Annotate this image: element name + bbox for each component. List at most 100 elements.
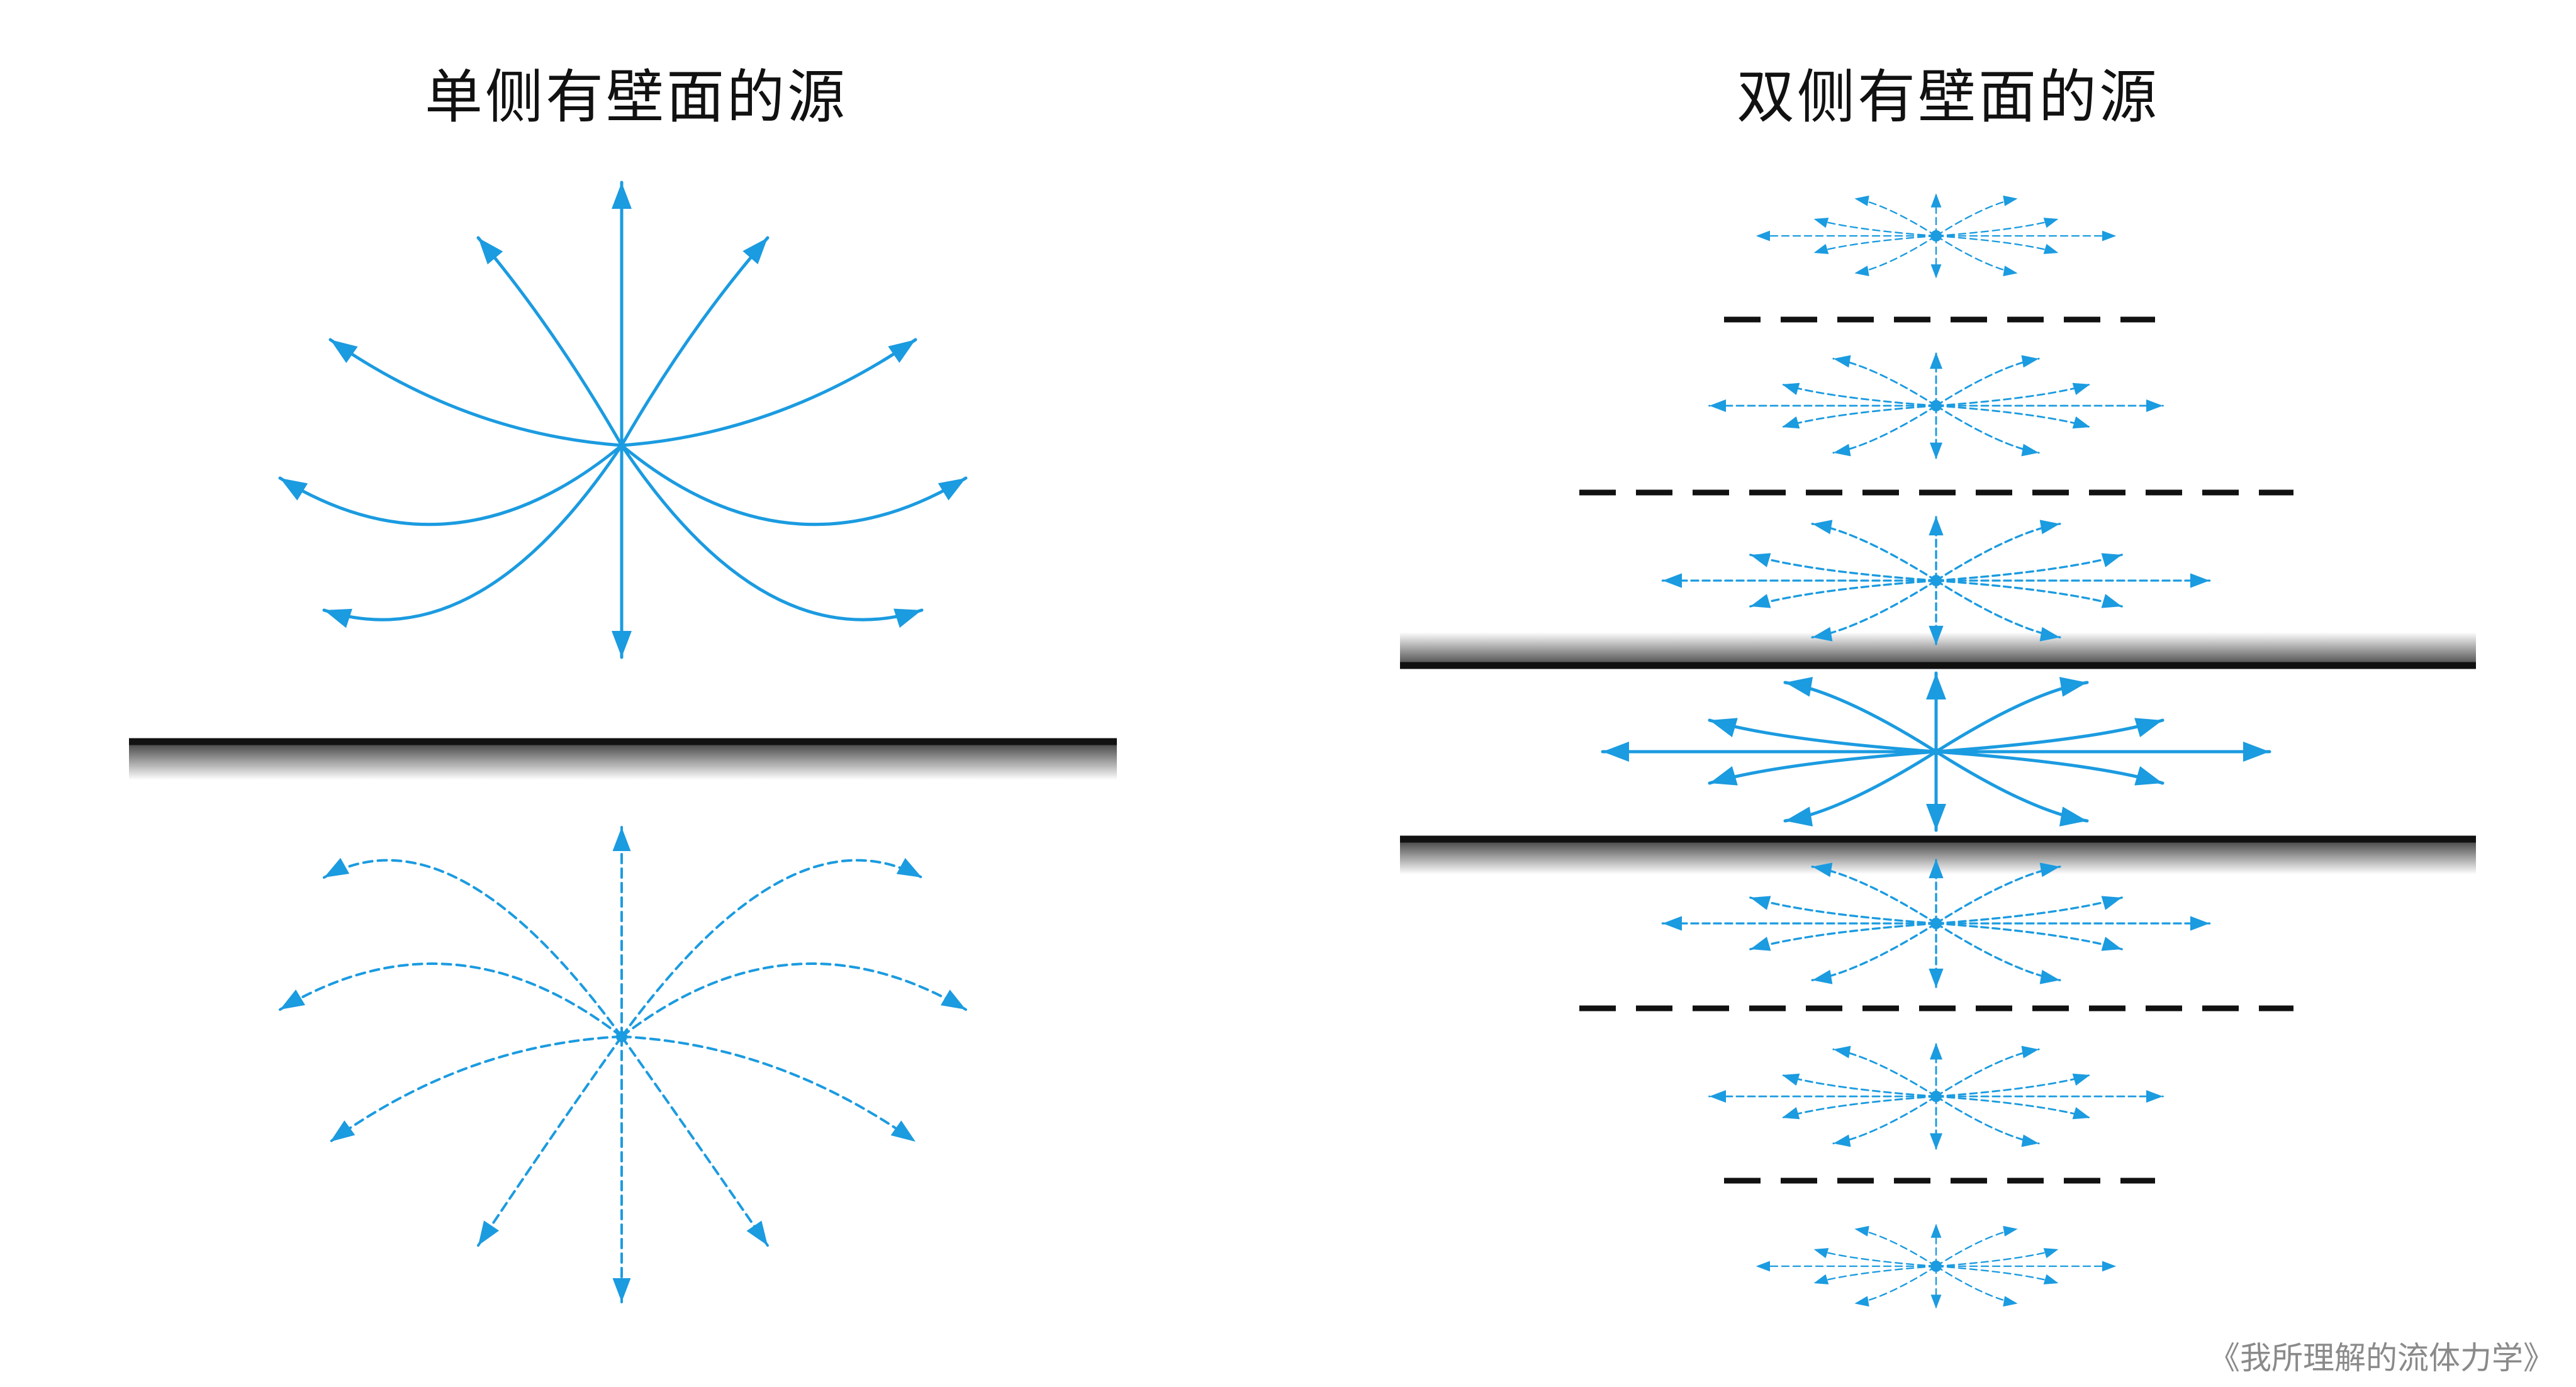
arrowhead [1929,625,1944,645]
streamline [1811,922,1937,981]
arrowhead [1929,1043,1943,1060]
image-source-up-2 [1708,351,2164,460]
streamline [328,338,624,447]
arrowhead [2043,1274,2059,1284]
arrowhead [1750,553,1771,567]
arrowhead [1813,1248,1829,1259]
arrowhead [1854,1225,1869,1237]
arrowhead [1813,218,1829,228]
arrowhead [280,989,306,1010]
image-source-down-2 [1708,1042,2164,1151]
source-point [1930,1091,1942,1102]
streamline [279,962,623,1038]
streamline [1749,896,1937,925]
flow-lines-layer [278,181,2271,1310]
streamline [322,443,624,621]
arrowhead [2059,806,2087,827]
arrowhead [1603,742,1629,762]
streamline [1749,922,1937,950]
arrowhead [1785,677,1813,697]
streamline [477,1035,623,1247]
arrowhead [1833,355,1851,368]
streamline [620,338,917,447]
arrowhead [612,1278,631,1302]
streamline [1749,554,1937,582]
image-source-down-1 [1661,857,2211,989]
arrowhead [2059,677,2087,697]
arrowhead [2146,1089,2163,1103]
arrowhead [742,238,768,265]
streamline [1935,579,2123,608]
streamline [1781,383,1937,407]
streamline [1935,922,2123,950]
arrowhead [2243,742,2270,762]
arrowhead [2039,862,2060,877]
arrowhead [1750,937,1771,951]
streamline [620,1035,917,1143]
arrowhead [1782,416,1800,429]
streamline [329,1035,623,1143]
arrowhead [2102,1261,2117,1272]
arrowhead [2021,1134,2039,1147]
streamline [1935,922,2061,981]
arrowhead [1750,594,1771,608]
arrowhead [612,182,632,209]
streamline [1935,383,2092,407]
streamline [323,859,623,1038]
arrowhead [1710,718,1738,738]
arrowhead [1930,1223,1942,1238]
arrowhead [1929,442,1943,459]
streamline [476,236,624,447]
arrowhead [2043,243,2059,254]
arrowhead [1785,806,1813,827]
arrowhead [1756,1261,1770,1272]
arrowhead [324,608,352,628]
arrowhead [896,858,922,877]
arrowhead [2072,1073,2090,1086]
streamline [1708,750,1938,785]
arrowhead [1854,195,1869,206]
streamline [1935,1265,2059,1284]
arrowhead [1930,264,1942,279]
streamline [1934,750,2164,785]
arrowhead [612,631,632,657]
arrowhead [938,478,966,501]
streamline [278,443,624,526]
streamline [620,859,923,1038]
arrowhead [1926,804,1946,830]
source-point [1930,575,1942,586]
streamline [620,1035,769,1247]
arrowhead [1782,382,1800,396]
arrowhead [478,238,503,265]
arrowhead [2102,230,2117,242]
arrowhead [1930,193,1942,208]
arrowhead [1782,1106,1800,1120]
arrowhead [2003,195,2018,206]
image-source-up-1 [1661,515,2211,647]
arrowhead [1662,573,1682,588]
arrowhead [2134,718,2163,738]
streamline [620,443,924,621]
arrowhead [1812,969,1833,984]
streamline [1935,1248,2059,1267]
arrowhead [2039,969,2060,984]
arrowhead [1854,265,1869,277]
arrowhead [2021,443,2039,457]
arrowhead [1854,1296,1869,1307]
arrowhead [1926,673,1946,699]
streamline [1935,896,2123,925]
right-panel-title: 双侧有壁面的源 [1737,64,2160,131]
left-panel-title: 单侧有壁面的源 [425,64,848,131]
arrowhead [1929,859,1944,879]
arrowhead [1709,1089,1726,1103]
arrowhead [2039,520,2060,535]
arrowhead [1833,1045,1851,1059]
arrowhead [2043,1248,2059,1259]
walls-layer [129,316,2476,1184]
streamline [1813,235,1937,254]
arrowhead [2021,1045,2039,1059]
left-real-source [278,181,968,659]
source-point [1932,748,1940,755]
streamline [1934,718,2164,754]
arrowhead [1750,896,1771,910]
